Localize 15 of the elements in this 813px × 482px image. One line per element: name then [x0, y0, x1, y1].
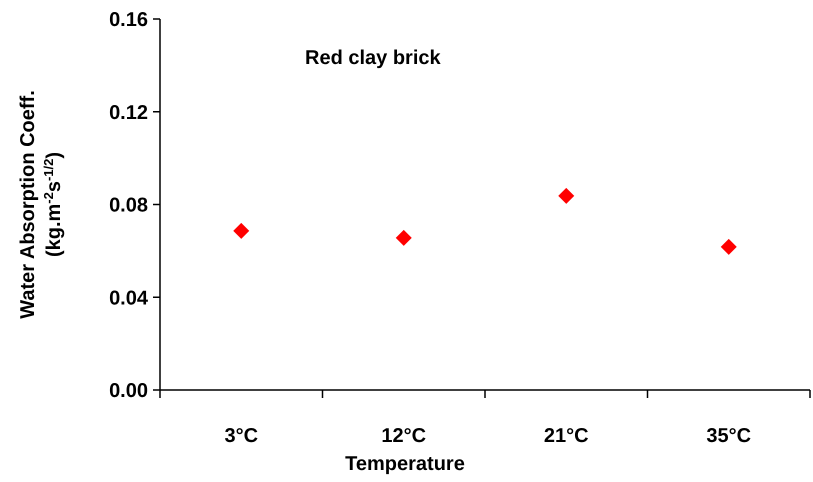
- x-axis-title: Temperature: [345, 453, 465, 475]
- point: [558, 188, 574, 204]
- point: [720, 238, 737, 255]
- y-tick-label: 0.00: [109, 380, 148, 402]
- y-tick-label: 0.08: [109, 194, 148, 216]
- x-tick-label: 3°C: [224, 425, 258, 447]
- x-tick-label: 21°C: [544, 425, 589, 447]
- x-tick-label: 12°C: [381, 425, 426, 447]
- x-tick-label: 35°C: [706, 425, 752, 447]
- y-tick-label: 0.12: [109, 102, 148, 124]
- point: [233, 222, 250, 239]
- y-tick-label: 0.16: [109, 9, 148, 31]
- point: [396, 230, 412, 246]
- text: Red clay brick: [305, 47, 442, 69]
- y-tick-label: 0.04: [109, 287, 149, 310]
